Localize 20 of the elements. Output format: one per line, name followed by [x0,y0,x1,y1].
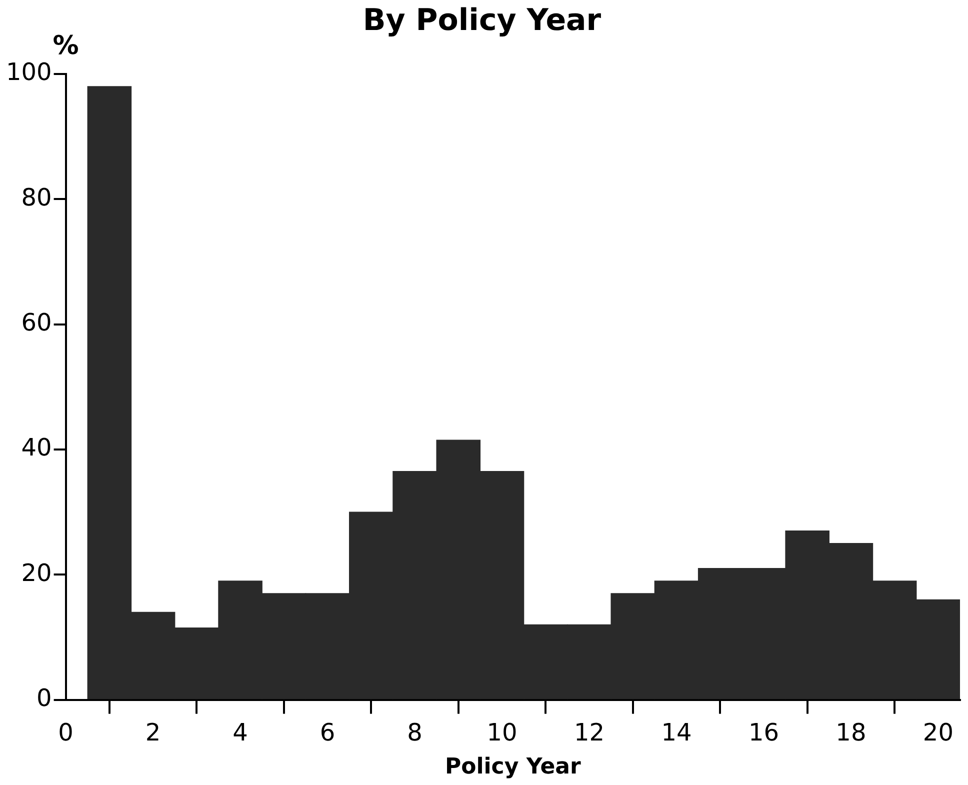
x-tick-label: 12 [574,718,605,746]
x-tick-label: 4 [232,718,248,746]
y-tick-label: 0 [36,684,52,712]
x-tick-label: 6 [320,718,336,746]
y-tick-label: 60 [21,308,52,337]
x-tick-label: 20 [922,718,954,746]
y-tick-label: 80 [21,183,52,212]
x-axis-title: Policy Year [444,754,581,780]
x-tick-label: 0 [58,718,74,746]
x-tick-label: 14 [661,718,692,746]
chart-title: By Policy Year [362,2,602,38]
y-tick-label: 100 [6,58,52,86]
x-tick-label: 16 [748,718,779,746]
y-tick-label: 20 [21,558,52,587]
y-axis-title: % [52,30,79,61]
y-tick-label: 40 [21,434,52,462]
x-tick-label: 2 [145,718,161,746]
x-tick-label: 18 [836,718,866,746]
x-tick-label: 8 [407,718,422,746]
x-tick-label: 10 [486,718,518,746]
